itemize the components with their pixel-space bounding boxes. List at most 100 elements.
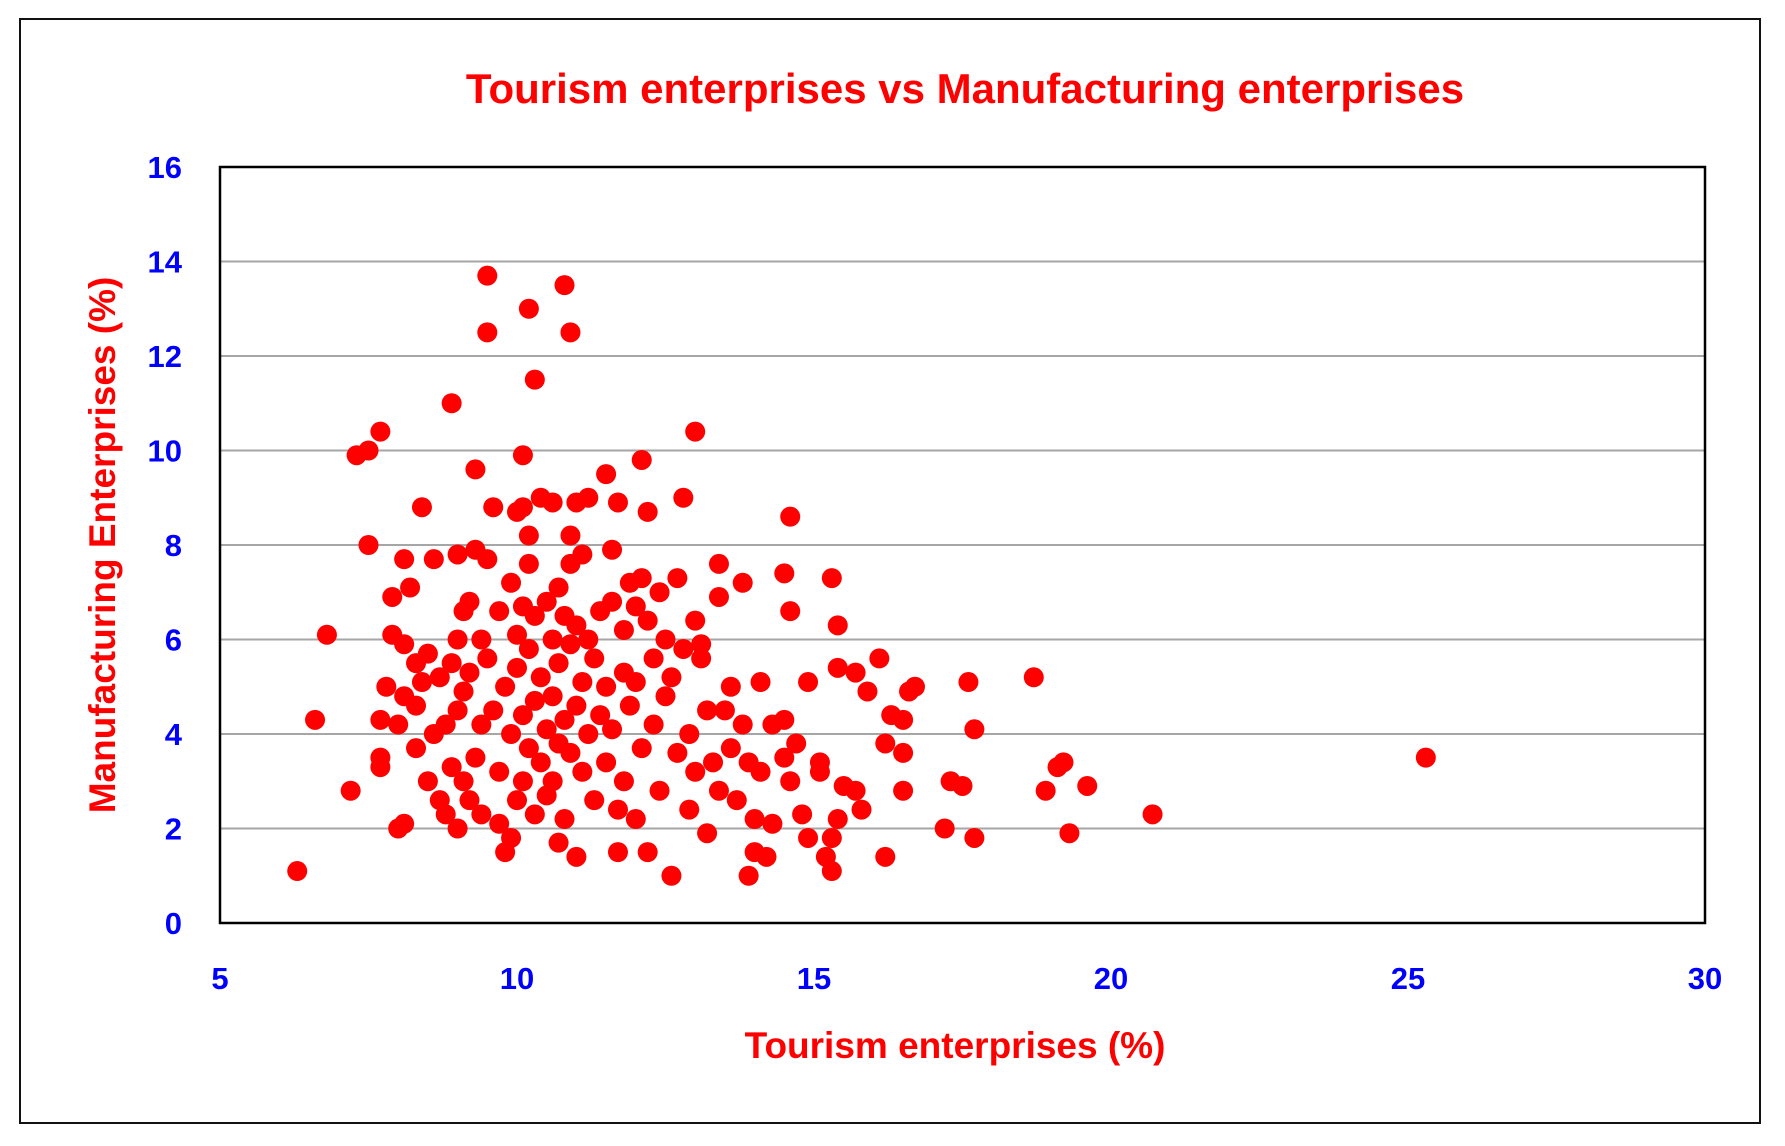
x-tick-label: 15 (797, 961, 831, 996)
data-point (358, 535, 379, 555)
data-point (756, 846, 777, 867)
data-point (524, 690, 545, 711)
data-point (524, 605, 545, 626)
data-point (406, 695, 427, 716)
data-point (483, 700, 504, 721)
data-point (602, 719, 623, 740)
data-point (703, 752, 724, 773)
data-point (489, 601, 510, 622)
data-point (447, 629, 468, 650)
data-point (750, 672, 771, 693)
data-point (512, 445, 533, 466)
data-points (287, 265, 1436, 886)
data-point (459, 790, 480, 811)
data-point (827, 615, 848, 636)
data-point (584, 648, 605, 669)
data-point (512, 497, 533, 518)
data-point (625, 672, 646, 693)
data-point (774, 709, 795, 730)
data-point (798, 672, 819, 693)
data-point (578, 629, 599, 650)
data-point (607, 799, 628, 820)
data-point (512, 771, 533, 792)
data-point (958, 672, 979, 693)
data-point (530, 752, 551, 773)
data-point (530, 667, 551, 688)
data-point (619, 695, 640, 716)
data-point (542, 629, 563, 650)
data-point (685, 761, 706, 782)
data-point (340, 780, 361, 801)
data-point (845, 662, 866, 683)
data-point (370, 757, 391, 778)
data-point (673, 487, 694, 508)
data-point (893, 709, 914, 730)
data-point (578, 724, 599, 744)
data-point (429, 667, 450, 688)
data-point (720, 738, 741, 759)
data-point (934, 818, 955, 839)
data-point (1077, 775, 1098, 796)
data-point (447, 818, 468, 839)
data-point (851, 799, 872, 820)
data-point (964, 827, 985, 848)
plot-area (218, 165, 1707, 925)
data-point (631, 449, 652, 470)
data-point (370, 421, 391, 442)
data-point (1415, 747, 1436, 768)
data-point (524, 804, 545, 825)
data-point (732, 572, 753, 593)
data-point (548, 653, 569, 674)
data-point (661, 667, 682, 688)
data-point (661, 865, 682, 886)
data-point (394, 813, 415, 834)
data-point (637, 842, 658, 863)
data-point (518, 525, 539, 546)
data-point (465, 747, 486, 768)
data-point (435, 714, 456, 735)
data-point (596, 464, 617, 485)
data-point (893, 742, 914, 763)
data-point (518, 298, 539, 319)
data-point (501, 827, 522, 848)
x-axis-ticks: 5 10 15 20 25 30 (211, 961, 1722, 996)
data-point (762, 813, 783, 834)
data-point (471, 629, 492, 650)
data-point (726, 790, 747, 811)
data-point (376, 676, 397, 697)
data-point (631, 738, 652, 759)
data-point (524, 369, 545, 390)
data-point (613, 620, 634, 641)
data-point (287, 861, 308, 882)
data-point (631, 568, 652, 589)
data-point (572, 544, 593, 565)
data-point (417, 771, 438, 792)
data-point (501, 724, 522, 744)
data-point (679, 724, 700, 744)
data-point (738, 865, 759, 886)
chart-frame (19, 18, 1761, 1124)
data-point (518, 553, 539, 574)
data-point (406, 738, 427, 759)
data-point (417, 643, 438, 664)
data-point (447, 544, 468, 565)
data-point (394, 634, 415, 655)
data-point (560, 525, 581, 546)
data-point (382, 586, 403, 607)
data-point (507, 624, 527, 645)
x-tick-label: 20 (1094, 961, 1128, 996)
y-tick-label: 4 (165, 717, 183, 752)
data-point (477, 322, 498, 343)
data-point (566, 615, 587, 636)
data-point (400, 577, 421, 598)
data-point (471, 714, 492, 735)
data-point (1059, 823, 1080, 844)
data-point (720, 676, 741, 697)
data-point (904, 676, 925, 697)
data-point (780, 506, 801, 527)
data-point (827, 809, 848, 830)
data-point (714, 700, 735, 721)
data-point (566, 695, 587, 716)
data-point (471, 804, 492, 825)
data-point (708, 586, 729, 607)
